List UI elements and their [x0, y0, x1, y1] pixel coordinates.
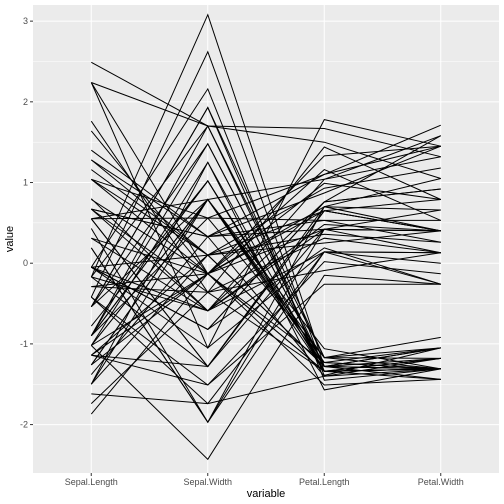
x-tick-label: Petal.Length	[299, 477, 350, 487]
y-tick-label: 0	[23, 258, 28, 268]
series-line-44	[90, 178, 441, 275]
series-line-54	[91, 135, 442, 312]
series-line-62	[91, 61, 441, 179]
series-line-49	[91, 251, 441, 349]
series-line-70	[91, 167, 441, 256]
x-axis-title: variable	[247, 488, 286, 500]
series-line-65	[91, 199, 441, 275]
series-line-52	[91, 283, 441, 386]
panel-background	[33, 5, 499, 473]
series-line-22	[90, 142, 441, 368]
series-line-66	[90, 156, 441, 312]
series-line-72	[91, 82, 441, 158]
series-line-59	[90, 178, 441, 368]
y-tick-label: -1	[20, 339, 28, 349]
series-line-30	[90, 50, 441, 372]
x-tick-label: Sepal.Length	[65, 477, 118, 487]
series-line-69	[90, 210, 441, 368]
series-line-10	[90, 254, 441, 380]
y-tick-label: 3	[23, 16, 28, 26]
series-line-40	[90, 274, 441, 461]
series-line-13	[90, 273, 441, 380]
y-tick-label: 2	[23, 97, 28, 107]
series-line-67	[91, 188, 441, 331]
y-axis: -2 -1 0 1 2 3	[20, 16, 33, 430]
series-line-63	[90, 82, 441, 350]
series-line-60	[90, 120, 442, 294]
series-line-14	[90, 272, 441, 415]
series-lines	[90, 13, 442, 461]
series-line-36	[90, 198, 441, 312]
x-axis: Sepal.Length Sepal.Width Petal.Length Petal…	[65, 473, 464, 487]
series-line-37	[91, 228, 441, 312]
x-tick-label: Sepal.Width	[183, 477, 232, 487]
y-axis-title: value	[4, 226, 16, 252]
series-line-64	[91, 145, 441, 238]
series-line-71	[91, 182, 441, 275]
series-line-26	[91, 273, 441, 370]
y-tick-label: 1	[23, 178, 28, 188]
y-tick-label: -2	[20, 420, 28, 430]
series-line-55	[91, 135, 441, 220]
series-line-61	[91, 124, 441, 219]
series-line-31	[91, 209, 441, 368]
series-line-29	[91, 357, 441, 405]
series-line-68	[90, 206, 441, 424]
x-tick-label: Petal.Width	[418, 477, 464, 487]
series-line-20	[90, 124, 441, 368]
series-line-73	[91, 230, 441, 268]
series-line-51	[91, 228, 441, 288]
series-line-24	[90, 217, 441, 359]
